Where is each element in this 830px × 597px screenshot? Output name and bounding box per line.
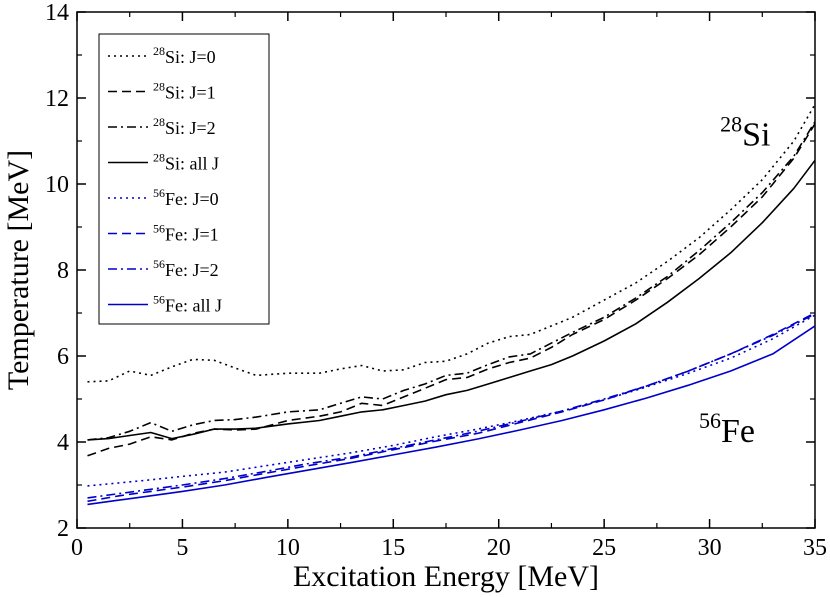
legend-label-1: 28Si: J=1: [153, 80, 216, 103]
legend-label-0: 28Si: J=0: [153, 44, 216, 67]
legend-label-3: 28Si: all J: [153, 151, 219, 174]
legend-box: [98, 33, 270, 325]
legend-label-6: 56Fe: J=2: [153, 257, 219, 280]
x-axis-title: Excitation Energy [MeV]: [293, 560, 599, 593]
annotations: 28Si 56Fe: [699, 111, 770, 450]
x-tick-label: 25: [592, 535, 616, 561]
legend-label-4: 56Fe: J=0: [153, 186, 219, 209]
x-tick-label: 5: [176, 535, 188, 561]
y-tick-label: 2: [57, 516, 69, 542]
series-line-3: [87, 159, 816, 441]
axis-ticks: 0 5 10 15 20 25 30 35 2 4 6 8 10 12 14: [45, 0, 827, 561]
y-tick-label: 10: [45, 172, 69, 198]
legend: 28Si: J=0 28Si: J=1 28Si: J=2 28Si: all J 56…: [98, 33, 270, 325]
y-tick-label: 6: [57, 344, 69, 370]
annotation-si: 28Si: [720, 111, 770, 153]
x-tick-label: 30: [698, 535, 722, 561]
y-tick-label: 14: [45, 0, 69, 26]
x-tick-label: 35: [803, 535, 827, 561]
series-line-6: [87, 313, 816, 499]
x-tick-label: 15: [381, 535, 405, 561]
x-tick-label: 0: [71, 535, 83, 561]
y-tick-label: 8: [57, 258, 69, 284]
series-line-2: [87, 121, 816, 441]
legend-label-7: 56Fe: all J: [153, 293, 222, 316]
series-line-4: [87, 314, 816, 487]
series-line-1: [87, 123, 816, 457]
series-line-7: [87, 325, 816, 506]
y-tick-label: 4: [57, 430, 69, 456]
legend-label-2: 28Si: J=2: [153, 115, 216, 138]
x-tick-label: 10: [276, 535, 300, 561]
series-line-0: [87, 104, 816, 383]
y-tick-label: 12: [45, 86, 69, 112]
annotation-fe: 56Fe: [699, 408, 755, 450]
series-layer: [87, 104, 816, 506]
y-axis-title: Temperature [MeV]: [2, 150, 35, 390]
legend-label-5: 56Fe: J=1: [153, 222, 219, 245]
x-tick-label: 20: [487, 535, 511, 561]
